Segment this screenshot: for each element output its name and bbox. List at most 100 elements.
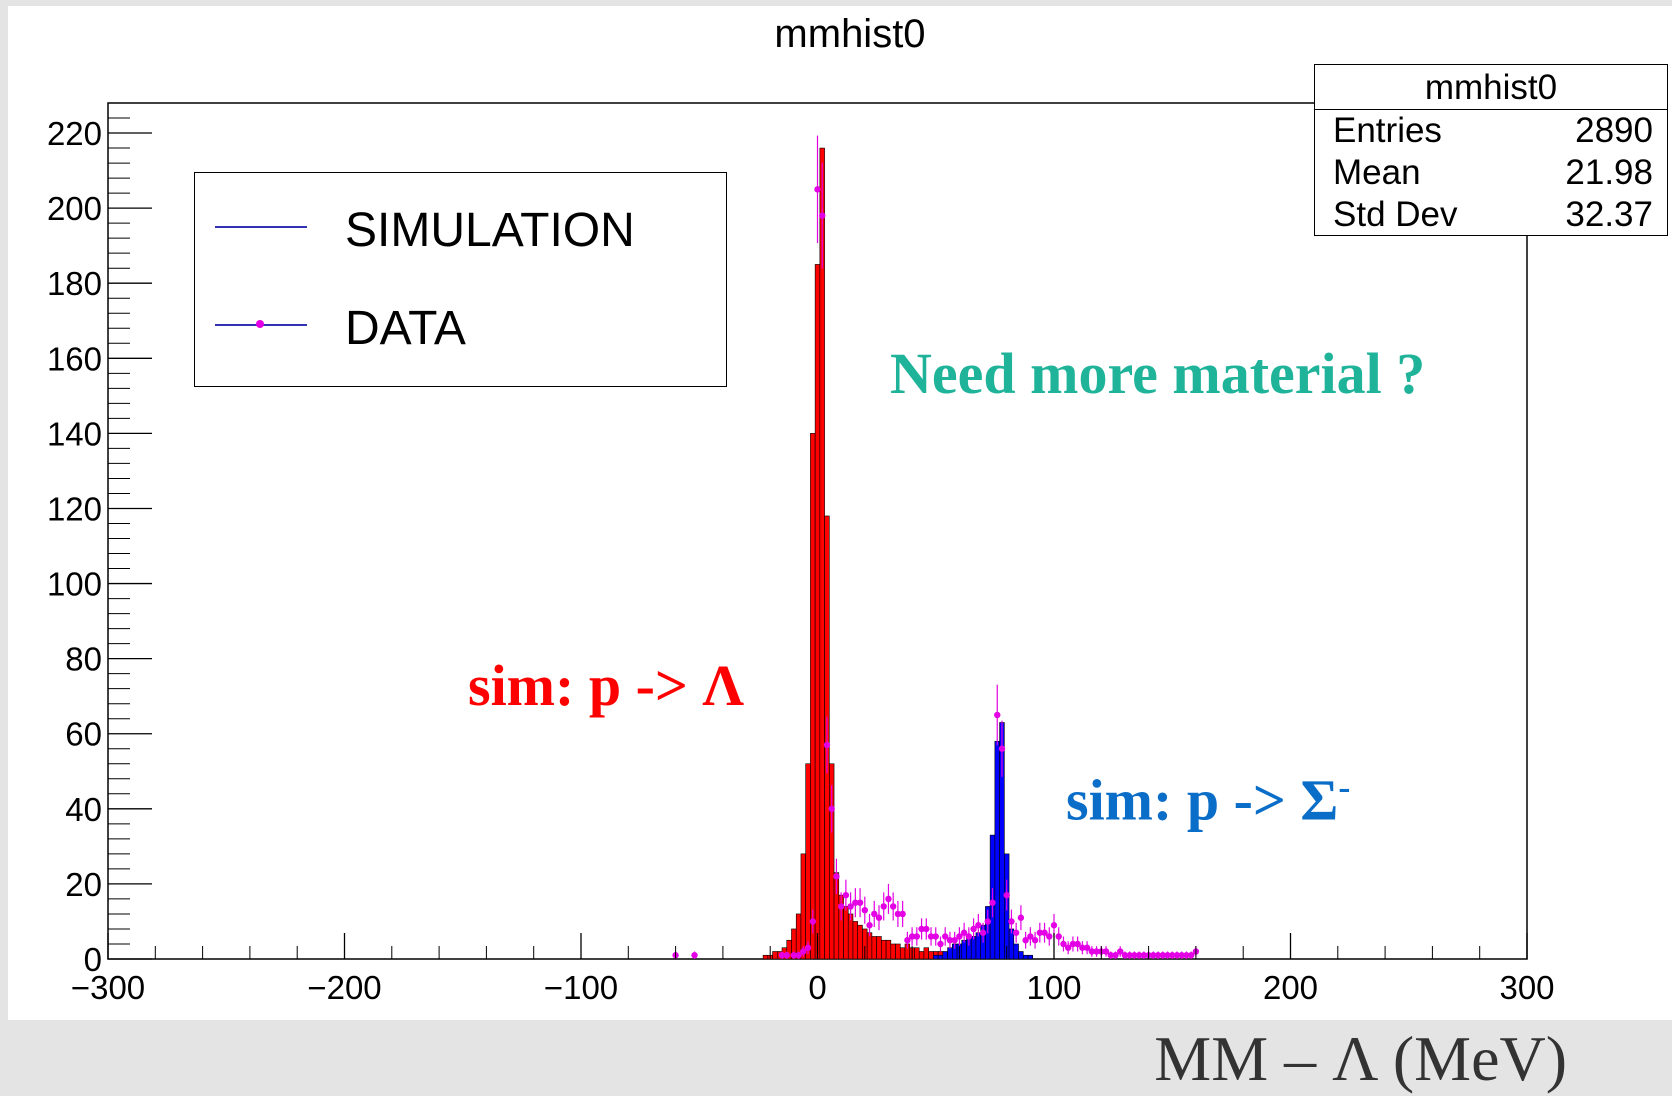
histogram-bar — [1018, 951, 1024, 960]
histogram-bar — [942, 951, 948, 960]
data-point — [1036, 929, 1044, 936]
histogram-bar — [843, 906, 849, 960]
data-point — [1112, 952, 1119, 959]
data-point — [795, 952, 802, 959]
y-tick-label: 220 — [47, 115, 102, 152]
stats-row-entries: Entries 2890 — [1315, 110, 1667, 152]
stats-box: mmhist0 Entries 2890 Mean 21.98 Std Dev … — [1314, 64, 1668, 236]
data-point — [970, 925, 977, 933]
histogram-bar — [994, 740, 1000, 960]
data-point — [1069, 940, 1077, 948]
data-point — [894, 910, 902, 918]
y-tick-label: 180 — [47, 265, 102, 302]
stats-label: Std Dev — [1333, 195, 1458, 234]
data-point — [965, 933, 973, 940]
histogram-bar — [914, 947, 920, 960]
legend-label: SIMULATION — [345, 204, 635, 257]
histogram-bar — [857, 924, 863, 960]
x-tick-label: 0 — [808, 969, 826, 1006]
x-axis-label: MM – Λ (MeV) — [1154, 1023, 1567, 1094]
annotation-lambda: sim: p -> Λ — [468, 653, 745, 718]
data-point — [842, 891, 850, 899]
stats-value: 32.37 — [1565, 195, 1653, 234]
data-point — [875, 914, 883, 921]
histogram-bar — [762, 954, 769, 960]
legend-marker-icon — [256, 320, 264, 328]
histogram-bar — [947, 947, 953, 960]
stats-value: 2890 — [1575, 111, 1653, 150]
data-point — [1183, 952, 1190, 959]
data-point — [904, 937, 911, 944]
histogram-bar — [871, 936, 877, 960]
data-point — [937, 940, 944, 948]
data-point — [1169, 952, 1176, 959]
histogram-bar — [933, 954, 939, 960]
y-tick-label: 120 — [47, 490, 102, 527]
data-point — [998, 745, 1006, 752]
histogram-bar — [1027, 954, 1034, 960]
data-point — [1088, 948, 1096, 955]
data-point — [984, 918, 991, 925]
legend: SIMULATION DATA — [194, 172, 727, 387]
data-point — [1041, 929, 1048, 936]
histogram-bar — [829, 763, 835, 960]
data-point — [833, 873, 840, 880]
data-point — [913, 933, 921, 940]
data-point — [908, 933, 916, 940]
data-point — [1164, 952, 1171, 959]
data-point — [889, 903, 897, 910]
data-point — [861, 906, 868, 914]
stats-label: Entries — [1333, 111, 1442, 150]
legend-entry-data: DATA — [215, 295, 715, 355]
data-point — [837, 903, 845, 910]
y-tick-label: 20 — [65, 866, 102, 903]
data-point — [866, 922, 873, 929]
data-point — [1079, 944, 1086, 951]
data-point — [1008, 918, 1015, 925]
x-tick-label: 300 — [1499, 969, 1554, 1006]
data-point — [1140, 952, 1148, 959]
histogram-bar — [928, 951, 934, 960]
data-point — [1093, 948, 1100, 955]
y-tick-label: 140 — [47, 415, 102, 452]
data-point — [1173, 952, 1181, 959]
histogram-bar — [814, 264, 821, 960]
data-point — [880, 903, 887, 910]
data-point — [975, 922, 982, 929]
data-point — [871, 910, 878, 918]
data-point — [819, 212, 826, 219]
data-point — [1187, 952, 1195, 959]
y-tick-label: 0 — [84, 941, 102, 978]
histogram-bar — [1013, 943, 1019, 960]
histogram-bar — [961, 939, 967, 960]
annotation-sigma: sim: p -> Σ- — [1066, 766, 1350, 833]
data-point — [1107, 952, 1114, 959]
data-point — [1083, 944, 1091, 951]
data-point — [847, 903, 854, 910]
data-point — [1022, 937, 1029, 944]
legend-entry-simulation: SIMULATION — [215, 197, 715, 257]
histogram-bar — [895, 943, 901, 960]
data-point — [1131, 952, 1138, 959]
histogram-bar — [847, 913, 854, 960]
histogram-bar — [852, 921, 859, 960]
histogram-bar — [1022, 954, 1029, 960]
stats-row-stddev: Std Dev 32.37 — [1315, 194, 1667, 236]
chart-title: mmhist0 — [774, 12, 926, 56]
stats-label: Mean — [1333, 153, 1421, 192]
data-point — [1117, 948, 1124, 955]
data-point — [1050, 922, 1058, 929]
histogram-bar — [800, 853, 806, 960]
data-point — [1060, 940, 1067, 948]
data-point — [856, 899, 864, 906]
x-tick-label: −100 — [544, 969, 618, 1006]
x-tick-label: 100 — [1026, 969, 1081, 1006]
data-point — [1102, 948, 1110, 955]
data-point — [778, 952, 786, 959]
histogram-bar — [890, 943, 896, 960]
data-point — [918, 925, 925, 933]
data-point — [1154, 952, 1162, 959]
data-point — [1027, 933, 1034, 940]
data-point — [951, 937, 958, 944]
